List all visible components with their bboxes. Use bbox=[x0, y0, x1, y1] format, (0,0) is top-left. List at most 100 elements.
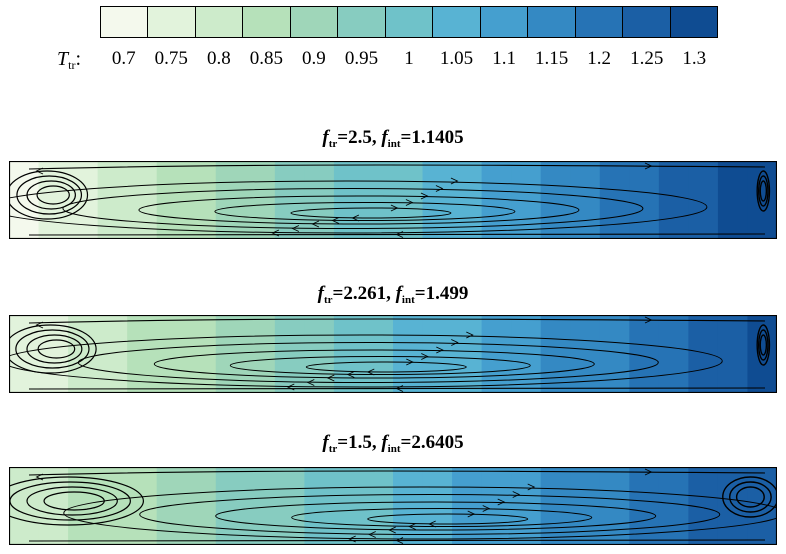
flow-arrow bbox=[35, 167, 44, 175]
hot-corner-vortex bbox=[756, 324, 771, 366]
colorbar-swatch bbox=[338, 7, 386, 37]
temperature-band bbox=[274, 315, 305, 393]
main-cell-streamline bbox=[63, 486, 777, 540]
temperature-band bbox=[363, 315, 394, 393]
flow-arrow bbox=[306, 379, 315, 386]
temperature-band bbox=[186, 467, 217, 545]
panel-3-title: ftr=1.5, fint=2.6405 bbox=[322, 432, 464, 455]
flow-arrow bbox=[420, 192, 429, 200]
cold-corner-vortex bbox=[9, 481, 131, 521]
main-cell-streamline bbox=[305, 361, 467, 373]
temperature-band bbox=[9, 161, 40, 239]
temperature-band bbox=[452, 315, 483, 393]
streamlines bbox=[9, 468, 777, 544]
temperature-band bbox=[38, 315, 69, 393]
temperature-band bbox=[570, 315, 601, 393]
panel-2-field bbox=[9, 315, 777, 393]
flow-arrow bbox=[644, 316, 653, 324]
colorbar bbox=[100, 6, 718, 38]
cold-corner-vortex bbox=[9, 324, 97, 374]
flow-arrow bbox=[527, 483, 536, 491]
flow-arrow bbox=[35, 321, 44, 329]
hot-corner-vortex bbox=[759, 180, 768, 202]
colorbar-swatch bbox=[385, 7, 434, 37]
colorbar-tick-label: 0.9 bbox=[302, 48, 326, 69]
temperature-band bbox=[304, 467, 335, 545]
temperature-band bbox=[363, 467, 394, 545]
flow-arrow bbox=[482, 505, 491, 512]
flow-arrow bbox=[644, 468, 653, 476]
colorbar-swatch bbox=[433, 7, 481, 37]
temperature-band bbox=[452, 161, 483, 239]
panel-3-field bbox=[9, 467, 777, 545]
flow-arrow bbox=[467, 510, 476, 518]
temperature-band bbox=[363, 161, 394, 239]
hot-corner-vortex bbox=[758, 175, 769, 207]
temperature-band bbox=[393, 467, 424, 545]
flow-arrow bbox=[436, 346, 444, 354]
temperature-band bbox=[629, 161, 660, 239]
flow-arrow bbox=[35, 473, 44, 481]
temperature-band bbox=[245, 467, 276, 545]
temperature-band bbox=[245, 161, 276, 239]
temperature-band bbox=[304, 161, 335, 239]
flow-arrow bbox=[428, 520, 436, 528]
temperature-band bbox=[333, 467, 365, 545]
colorbar-swatch bbox=[101, 7, 149, 37]
hot-corner-vortex bbox=[756, 170, 771, 212]
temperature-band bbox=[393, 315, 424, 393]
main-cell-streamline bbox=[77, 342, 659, 383]
colorbar-swatch bbox=[290, 7, 339, 37]
colorbar-tick-label: 0.85 bbox=[249, 48, 283, 69]
temperature-field bbox=[9, 161, 777, 239]
colorbar-tick-label: 1.05 bbox=[439, 48, 474, 69]
temperature-band bbox=[599, 315, 630, 393]
temperature-band bbox=[422, 467, 453, 545]
cold-corner-vortex bbox=[37, 339, 76, 359]
temperature-band bbox=[186, 315, 217, 393]
boundary-streamline bbox=[28, 164, 766, 236]
temperature-band bbox=[717, 315, 749, 393]
temperature-band bbox=[422, 315, 453, 393]
flow-arrow bbox=[395, 537, 404, 544]
temperature-band bbox=[717, 161, 749, 239]
temperature-band bbox=[658, 315, 689, 393]
flow-arrow bbox=[466, 331, 474, 339]
temperature-band bbox=[511, 467, 542, 545]
flow-arrow bbox=[326, 374, 335, 382]
cold-corner-vortex bbox=[9, 476, 145, 526]
colorbar-tick-label: 1.15 bbox=[534, 48, 569, 69]
flow-arrow bbox=[408, 523, 416, 530]
colorbar-tick-label: 0.7 bbox=[111, 48, 136, 69]
colorbar-tick-label: 1.2 bbox=[587, 48, 612, 69]
main-cell-streamline bbox=[9, 180, 708, 234]
cold-corner-vortex bbox=[9, 170, 89, 220]
colorbar-swatch bbox=[195, 7, 244, 37]
panel-frame bbox=[9, 315, 777, 393]
temperature-band bbox=[658, 161, 689, 239]
flow-arrow bbox=[395, 231, 404, 238]
flow-arrow bbox=[331, 217, 340, 224]
cold-corner-vortex bbox=[43, 491, 105, 511]
flow-arrow bbox=[450, 177, 459, 185]
flow-arrow bbox=[395, 385, 404, 392]
main-cell-streamline bbox=[229, 356, 531, 375]
temperature-band bbox=[333, 315, 365, 393]
flow-arrow bbox=[368, 531, 376, 538]
colorbar-tick-label: 0.95 bbox=[344, 48, 379, 69]
colorbar-ticks: 0.7 0.75 0.8 0.85 0.9 0.95 1 1.05 1.1 1.15 1.2 1.25… bbox=[100, 48, 718, 74]
flow-arrow bbox=[497, 498, 506, 506]
temperature-band bbox=[658, 467, 689, 545]
main-cell-streamline bbox=[367, 513, 529, 525]
colorbar-swatch bbox=[670, 7, 718, 37]
flow-arrow bbox=[512, 491, 521, 498]
temperature-band bbox=[97, 467, 128, 545]
temperature-band bbox=[481, 467, 512, 545]
cold-corner-vortex bbox=[26, 334, 83, 364]
flow-arrow bbox=[644, 162, 653, 170]
main-cell-streamline bbox=[215, 501, 657, 531]
hot-corner-vortex bbox=[759, 334, 768, 356]
temperature-band bbox=[452, 467, 483, 545]
flow-arrow bbox=[405, 199, 414, 206]
cold-corner-vortex bbox=[36, 185, 70, 205]
